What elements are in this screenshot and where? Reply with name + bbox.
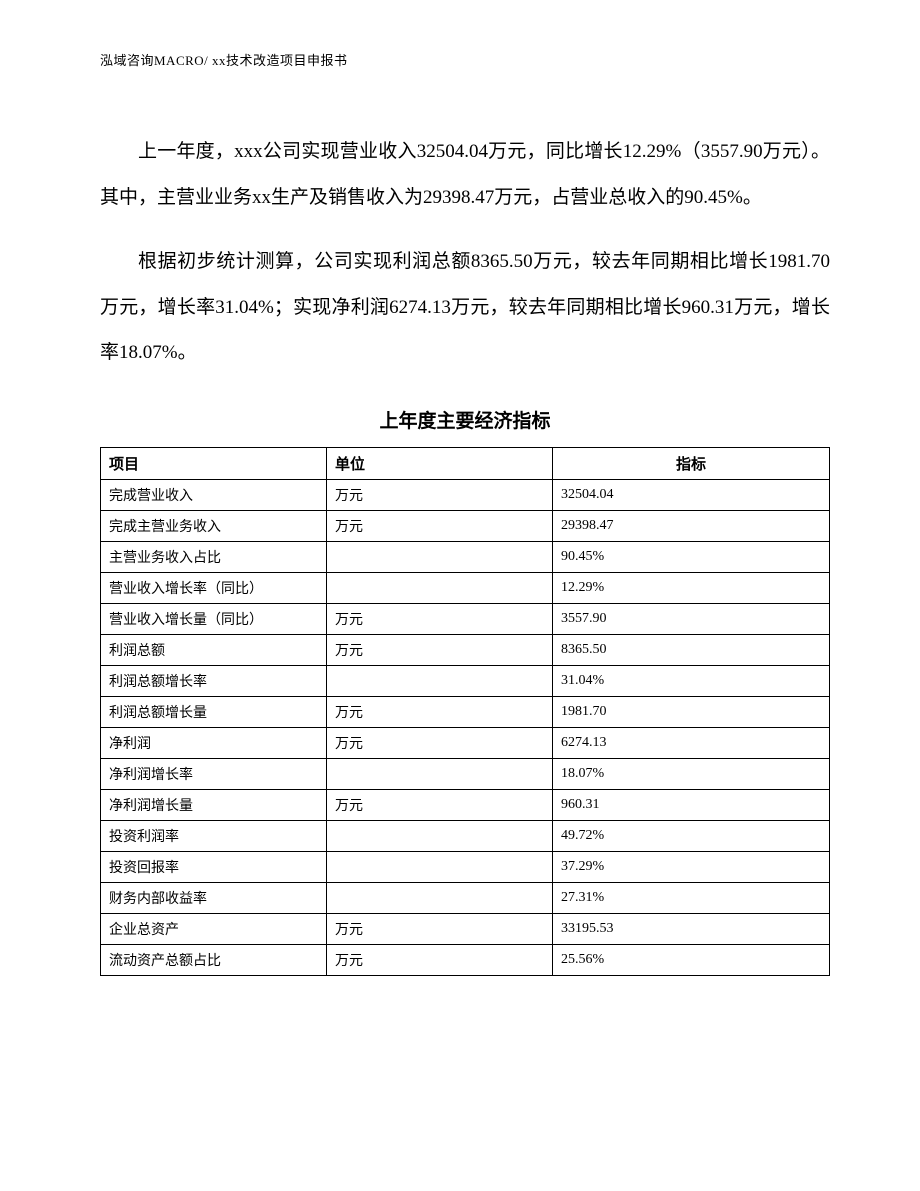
economic-indicators-table: 项目 单位 指标 完成营业收入万元32504.04 完成主营业务收入万元2939… bbox=[100, 447, 830, 976]
cell-item: 营业收入增长量（同比） bbox=[101, 603, 327, 634]
cell-unit bbox=[326, 882, 552, 913]
cell-value: 6274.13 bbox=[552, 727, 829, 758]
cell-value: 37.29% bbox=[552, 851, 829, 882]
table-row: 利润总额万元8365.50 bbox=[101, 634, 830, 665]
cell-unit bbox=[326, 851, 552, 882]
table-row: 完成主营业务收入万元29398.47 bbox=[101, 510, 830, 541]
cell-unit: 万元 bbox=[326, 944, 552, 975]
cell-unit: 万元 bbox=[326, 789, 552, 820]
cell-item: 营业收入增长率（同比） bbox=[101, 572, 327, 603]
cell-value: 27.31% bbox=[552, 882, 829, 913]
cell-value: 32504.04 bbox=[552, 479, 829, 510]
cell-value: 29398.47 bbox=[552, 510, 829, 541]
cell-unit: 万元 bbox=[326, 913, 552, 944]
cell-unit: 万元 bbox=[326, 727, 552, 758]
table-row: 利润总额增长量万元1981.70 bbox=[101, 696, 830, 727]
cell-value: 960.31 bbox=[552, 789, 829, 820]
table-row: 营业收入增长率（同比） 12.29% bbox=[101, 572, 830, 603]
cell-item: 净利润 bbox=[101, 727, 327, 758]
table-row: 投资回报率 37.29% bbox=[101, 851, 830, 882]
cell-value: 90.45% bbox=[552, 541, 829, 572]
table-row: 净利润增长量万元960.31 bbox=[101, 789, 830, 820]
cell-unit: 万元 bbox=[326, 510, 552, 541]
cell-unit: 万元 bbox=[326, 479, 552, 510]
cell-unit: 万元 bbox=[326, 696, 552, 727]
table-header-item: 项目 bbox=[101, 447, 327, 479]
cell-unit: 万元 bbox=[326, 603, 552, 634]
table-row: 投资利润率 49.72% bbox=[101, 820, 830, 851]
cell-value: 8365.50 bbox=[552, 634, 829, 665]
cell-unit bbox=[326, 572, 552, 603]
table-row: 主营业务收入占比 90.45% bbox=[101, 541, 830, 572]
cell-value: 49.72% bbox=[552, 820, 829, 851]
cell-item: 主营业务收入占比 bbox=[101, 541, 327, 572]
table-row: 企业总资产万元33195.53 bbox=[101, 913, 830, 944]
cell-item: 流动资产总额占比 bbox=[101, 944, 327, 975]
table-row: 财务内部收益率 27.31% bbox=[101, 882, 830, 913]
cell-item: 利润总额增长率 bbox=[101, 665, 327, 696]
table-row: 净利润万元6274.13 bbox=[101, 727, 830, 758]
table-header-row: 项目 单位 指标 bbox=[101, 447, 830, 479]
cell-value: 1981.70 bbox=[552, 696, 829, 727]
cell-item: 利润总额 bbox=[101, 634, 327, 665]
table-row: 完成营业收入万元32504.04 bbox=[101, 479, 830, 510]
table-row: 利润总额增长率 31.04% bbox=[101, 665, 830, 696]
cell-unit bbox=[326, 541, 552, 572]
paragraph-1: 上一年度，xxx公司实现营业收入32504.04万元，同比增长12.29%（35… bbox=[100, 129, 830, 220]
cell-item: 投资回报率 bbox=[101, 851, 327, 882]
cell-item: 完成主营业务收入 bbox=[101, 510, 327, 541]
cell-unit bbox=[326, 665, 552, 696]
cell-item: 净利润增长率 bbox=[101, 758, 327, 789]
cell-value: 33195.53 bbox=[552, 913, 829, 944]
cell-item: 投资利润率 bbox=[101, 820, 327, 851]
table-title: 上年度主要经济指标 bbox=[100, 406, 830, 433]
cell-item: 利润总额增长量 bbox=[101, 696, 327, 727]
cell-value: 3557.90 bbox=[552, 603, 829, 634]
table-row: 净利润增长率 18.07% bbox=[101, 758, 830, 789]
page-header: 泓域咨询MACRO/ xx技术改造项目申报书 bbox=[100, 50, 830, 69]
cell-value: 25.56% bbox=[552, 944, 829, 975]
cell-item: 企业总资产 bbox=[101, 913, 327, 944]
cell-value: 12.29% bbox=[552, 572, 829, 603]
paragraph-2: 根据初步统计测算，公司实现利润总额8365.50万元，较去年同期相比增长1981… bbox=[100, 239, 830, 376]
table-body: 完成营业收入万元32504.04 完成主营业务收入万元29398.47 主营业务… bbox=[101, 479, 830, 975]
table-header-value: 指标 bbox=[552, 447, 829, 479]
cell-item: 净利润增长量 bbox=[101, 789, 327, 820]
cell-unit bbox=[326, 758, 552, 789]
table-row: 营业收入增长量（同比）万元3557.90 bbox=[101, 603, 830, 634]
cell-unit: 万元 bbox=[326, 634, 552, 665]
cell-item: 完成营业收入 bbox=[101, 479, 327, 510]
cell-value: 31.04% bbox=[552, 665, 829, 696]
table-row: 流动资产总额占比万元25.56% bbox=[101, 944, 830, 975]
cell-item: 财务内部收益率 bbox=[101, 882, 327, 913]
table-header-unit: 单位 bbox=[326, 447, 552, 479]
document-page: 泓域咨询MACRO/ xx技术改造项目申报书 上一年度，xxx公司实现营业收入3… bbox=[0, 0, 920, 1191]
cell-unit bbox=[326, 820, 552, 851]
cell-value: 18.07% bbox=[552, 758, 829, 789]
